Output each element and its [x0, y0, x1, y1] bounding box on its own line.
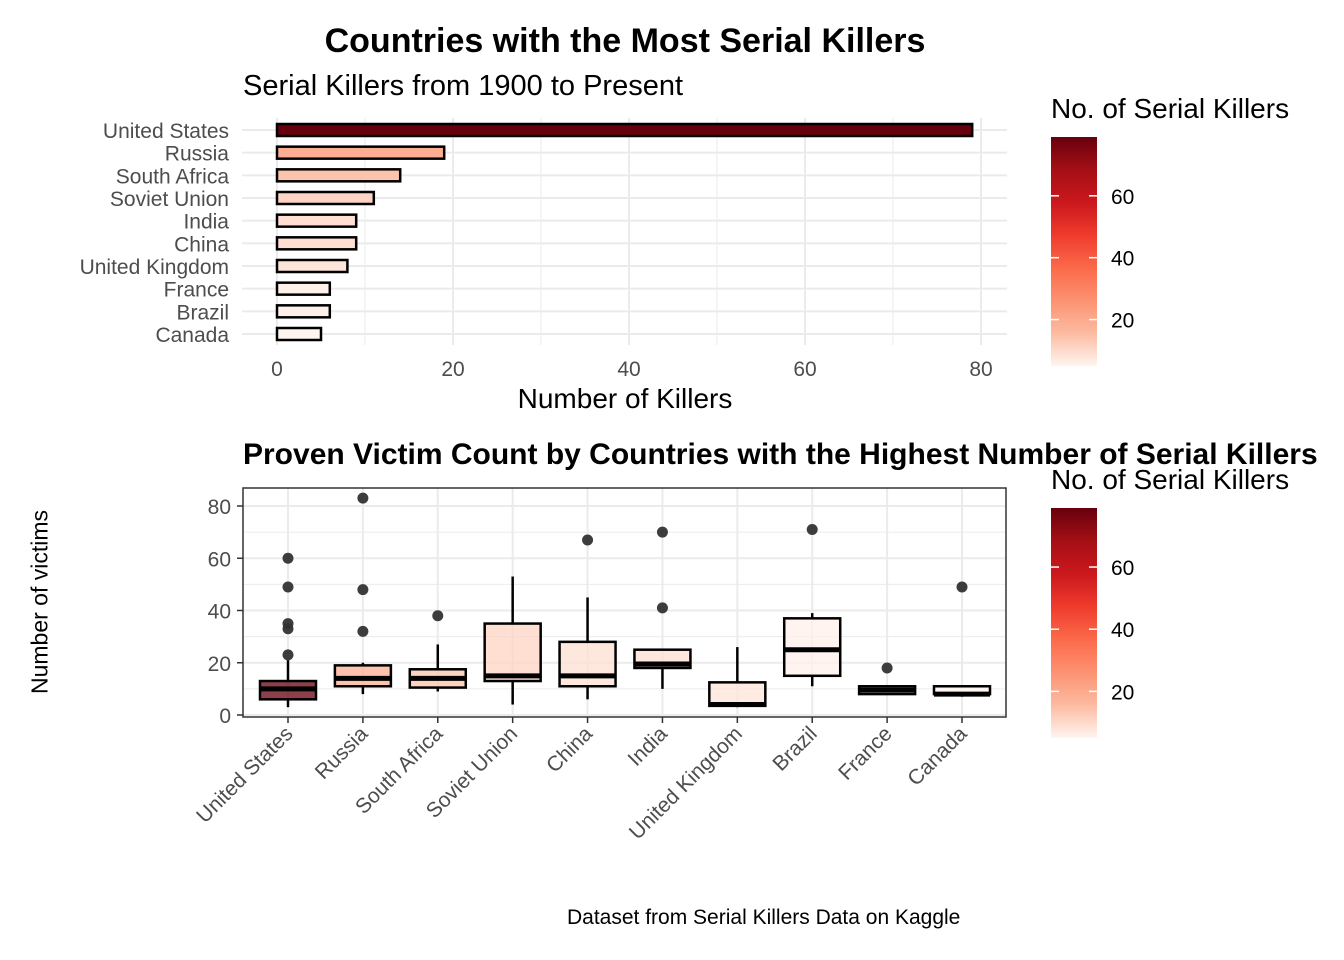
- bottom-y-tick-label: 0: [219, 705, 231, 728]
- box-brazil: [782, 617, 842, 678]
- bottom-y-tick-label: 60: [208, 548, 231, 571]
- chart-title: Countries with the Most Serial Killers: [324, 22, 926, 60]
- top-legend-colorbar: [1051, 137, 1097, 366]
- bottom-y-axis-title: Number of victims: [26, 509, 53, 695]
- box-russia: [333, 664, 393, 688]
- bar-united-kingdom: [275, 258, 349, 274]
- top-y-tick-label: Canada: [155, 324, 229, 347]
- bottom-x-tick-label: Russia: [311, 722, 373, 784]
- bar-brazil: [275, 304, 332, 319]
- bar-south-africa: [275, 168, 402, 183]
- outlier-brazil: [806, 524, 818, 536]
- outlier-russia: [357, 625, 369, 637]
- bottom-x-tick-label: China: [542, 722, 597, 777]
- bottom-legend-tick-label: 20: [1111, 681, 1134, 704]
- bottom-y-tick-label: 20: [208, 653, 231, 676]
- top-x-axis-title: Number of Killers: [517, 383, 733, 414]
- bar-russia: [275, 145, 446, 160]
- top-y-tick-label: Brazil: [176, 301, 229, 324]
- outlier-united-states: [282, 618, 294, 630]
- bottom-legend-tick-label: 40: [1111, 619, 1134, 642]
- bottom-x-tick-label: United States: [192, 722, 297, 827]
- top-x-tick-label: 20: [441, 358, 464, 381]
- bottom-plot-title: Proven Victim Count by Countries with th…: [243, 438, 1318, 471]
- top-y-tick-label: Russia: [165, 143, 230, 166]
- top-x-tick-label: 40: [617, 358, 640, 381]
- top-y-tick-label: India: [183, 211, 229, 234]
- bottom-legend-tick-label: 60: [1111, 557, 1134, 580]
- bar-united-states: [275, 122, 974, 138]
- outlier-united-states: [282, 552, 294, 564]
- top-y-tick-label: Soviet Union: [110, 188, 229, 211]
- top-legend-tick-label: 60: [1111, 186, 1134, 209]
- bottom-legend-colorbar: [1051, 508, 1097, 738]
- bar-china: [275, 236, 358, 251]
- bottom-x-tick-label: Canada: [903, 722, 972, 791]
- bottom-y-tick-label: 80: [208, 496, 231, 519]
- outlier-russia: [357, 584, 369, 596]
- outlier-russia: [357, 492, 369, 504]
- box-china: [558, 640, 617, 688]
- bar-india: [275, 213, 358, 228]
- bar-soviet-union: [275, 190, 376, 206]
- outlier-united-states: [282, 581, 294, 593]
- top-legend-tick-label: 40: [1111, 248, 1134, 271]
- top-y-tick-label: France: [164, 279, 229, 302]
- outlier-canada: [956, 581, 968, 593]
- caption: Dataset from Serial Killers Data on Kagg…: [567, 906, 961, 929]
- top-y-tick-label: South Africa: [116, 165, 230, 188]
- outlier-south-africa: [432, 610, 444, 622]
- top-y-tick-label: United States: [103, 120, 229, 143]
- outlier-france: [881, 662, 893, 674]
- top-legend-tick-label: 20: [1111, 310, 1134, 333]
- top-legend-title: No. of Serial Killers: [1051, 93, 1290, 124]
- outlier-china: [582, 534, 594, 546]
- outlier-india: [656, 602, 668, 614]
- top-x-tick-label: 80: [969, 358, 992, 381]
- top-x-tick-label: 60: [793, 358, 816, 381]
- bar-canada: [275, 326, 323, 342]
- bottom-x-tick-label: Brazil: [768, 722, 821, 775]
- bar-france: [275, 281, 332, 296]
- bottom-panel-border: [242, 487, 1007, 718]
- top-y-tick-label: United Kingdom: [80, 256, 229, 279]
- chart-subtitle: Serial Killers from 1900 to Present: [243, 70, 684, 102]
- bottom-legend-title: No. of Serial Killers: [1051, 464, 1290, 495]
- outlier-united-states: [282, 649, 294, 661]
- top-y-tick-label: China: [174, 233, 229, 256]
- top-x-tick-label: 0: [271, 358, 283, 381]
- bottom-x-tick-label: India: [624, 722, 673, 771]
- box-soviet-union: [483, 622, 542, 683]
- bottom-x-tick-label: France: [834, 722, 896, 784]
- outlier-india: [656, 526, 668, 538]
- bottom-y-tick-label: 40: [208, 601, 231, 624]
